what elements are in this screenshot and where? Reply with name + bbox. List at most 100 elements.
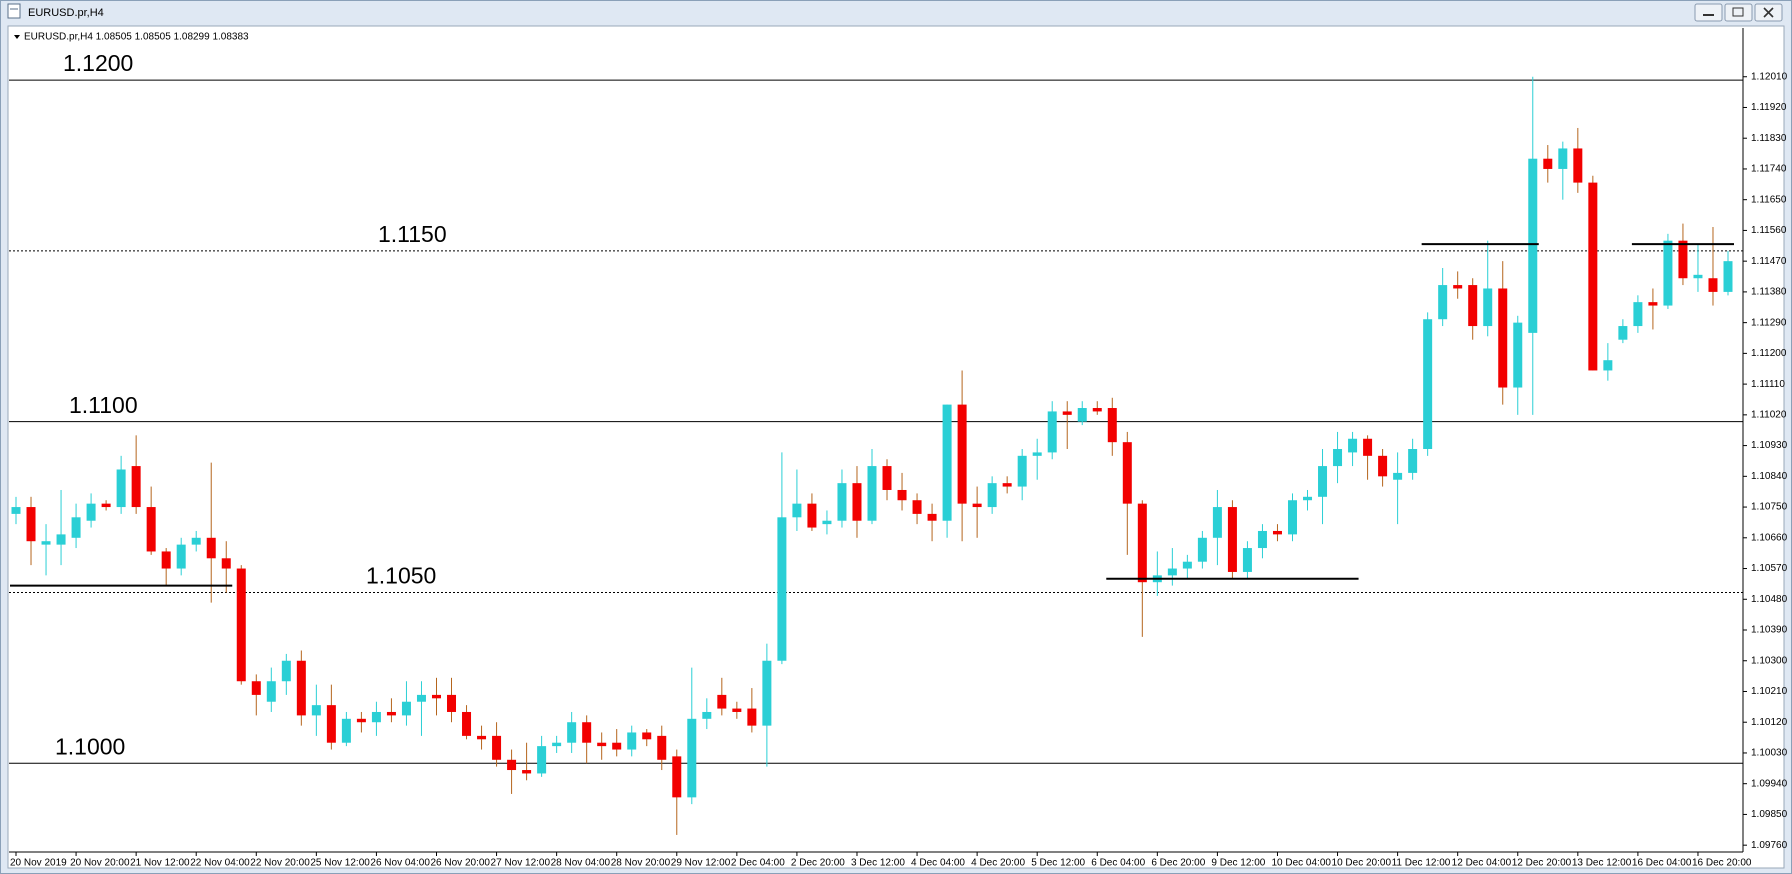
x-tick-label: 2 Dec 20:00: [791, 858, 845, 869]
candle-body: [1468, 285, 1478, 327]
candle-body: [101, 503, 111, 508]
y-tick-label: 1.11200: [1751, 348, 1787, 359]
candle-body: [912, 500, 922, 514]
candle-body: [777, 517, 787, 661]
candle-body: [1017, 455, 1027, 487]
candle-body: [1122, 442, 1132, 504]
x-tick-label: 20 Nov 2019: [10, 858, 67, 869]
candle-body: [522, 770, 532, 774]
y-tick-label: 1.10570: [1751, 563, 1788, 574]
y-tick-label: 1.11470: [1751, 256, 1787, 267]
candle-body: [1062, 411, 1072, 415]
candle-body: [1408, 449, 1418, 473]
candle-body: [146, 507, 156, 552]
window-buttons[interactable]: [1694, 3, 1783, 22]
candle-body: [1723, 261, 1733, 292]
candle-body: [672, 756, 682, 798]
candle-body: [1378, 455, 1388, 477]
candle-body: [942, 404, 952, 521]
candle-body: [1212, 507, 1222, 538]
candle-body: [206, 537, 216, 559]
candle-body: [1333, 449, 1343, 467]
candle-body: [687, 718, 697, 798]
candle-body: [897, 489, 907, 501]
candle-body: [1287, 500, 1297, 535]
candle-body: [26, 507, 36, 542]
restore-button[interactable]: [1724, 3, 1753, 22]
candle-body: [807, 503, 817, 528]
candle-body: [762, 660, 772, 726]
y-tick-label: 1.11830: [1751, 133, 1787, 144]
candle-body: [792, 503, 802, 518]
candle-body: [1167, 568, 1177, 576]
candle-body: [1453, 285, 1463, 289]
x-tick-label: 10 Dec 04:00: [1271, 858, 1331, 869]
y-tick-label: 1.10480: [1751, 594, 1788, 605]
candle-body: [822, 520, 832, 525]
candle-body: [1257, 530, 1267, 549]
x-tick-label: 12 Dec 20:00: [1512, 858, 1572, 869]
candle-body: [882, 466, 892, 490]
chart-area: [7, 25, 1785, 869]
candle-body: [1242, 548, 1252, 572]
candle-body: [987, 483, 997, 508]
candle-body: [86, 503, 96, 521]
level-label: 1.1150: [378, 221, 447, 247]
candle-body: [1363, 438, 1373, 456]
candle-body: [386, 711, 396, 716]
candle-body: [56, 534, 66, 545]
candle-body: [1573, 148, 1583, 183]
candle-body: [582, 722, 592, 743]
candle-body: [852, 483, 862, 521]
candle-body: [867, 466, 877, 521]
candle-body: [1107, 408, 1117, 443]
candle-body: [116, 469, 126, 508]
x-tick-label: 27 Nov 12:00: [491, 858, 551, 869]
y-tick-label: 1.12010: [1751, 71, 1788, 82]
y-tick-label: 1.10390: [1751, 625, 1788, 636]
x-tick-label: 22 Nov 20:00: [250, 858, 310, 869]
restore-glyph: [1732, 7, 1744, 17]
x-tick-label: 2 Dec 04:00: [731, 858, 785, 869]
candle-body: [627, 732, 637, 750]
x-tick-label: 16 Dec 04:00: [1632, 858, 1692, 869]
y-tick-label: 1.09850: [1751, 809, 1788, 820]
candle-body: [702, 711, 712, 719]
x-tick-label: 21 Nov 12:00: [130, 858, 190, 869]
candle-body: [492, 735, 502, 760]
candle-body: [507, 759, 517, 771]
minimize-button[interactable]: [1694, 3, 1723, 22]
y-tick-label: 1.10120: [1751, 717, 1788, 728]
candle-body: [1693, 274, 1703, 279]
candle-body: [236, 568, 246, 682]
y-tick-label: 1.11650: [1751, 194, 1787, 205]
candle-body: [837, 483, 847, 521]
candle-body: [567, 722, 577, 743]
y-tick-label: 1.11920: [1751, 102, 1787, 113]
x-tick-label: 26 Nov 20:00: [430, 858, 490, 869]
candle-body: [1032, 452, 1042, 456]
x-tick-label: 6 Dec 20:00: [1151, 858, 1205, 869]
x-tick-label: 3 Dec 12:00: [851, 858, 905, 869]
chart-header: EURUSD.pr,H4 1.08505 1.08505 1.08299 1.0…: [24, 32, 249, 43]
candle-body: [957, 404, 967, 504]
candle-body: [1528, 158, 1538, 333]
x-tick-label: 22 Nov 04:00: [190, 858, 250, 869]
x-tick-label: 13 Dec 12:00: [1572, 858, 1632, 869]
candle-body: [11, 507, 21, 514]
candle-body: [131, 466, 141, 508]
x-tick-label: 20 Nov 20:00: [70, 858, 130, 869]
y-tick-label: 1.10660: [1751, 532, 1788, 543]
candle-body: [401, 701, 411, 716]
chart-menu-arrow[interactable]: [14, 35, 20, 39]
y-tick-label: 1.11560: [1751, 225, 1787, 236]
y-tick-label: 1.09940: [1751, 778, 1788, 789]
candle-body: [972, 503, 982, 508]
candle-body: [717, 694, 727, 709]
x-tick-label: 25 Nov 12:00: [310, 858, 370, 869]
x-tick-label: 10 Dec 20:00: [1332, 858, 1392, 869]
candle-body: [1543, 158, 1553, 169]
candle-body: [266, 681, 276, 702]
candle-body: [1558, 148, 1568, 169]
y-tick-label: 1.11020: [1751, 409, 1787, 420]
